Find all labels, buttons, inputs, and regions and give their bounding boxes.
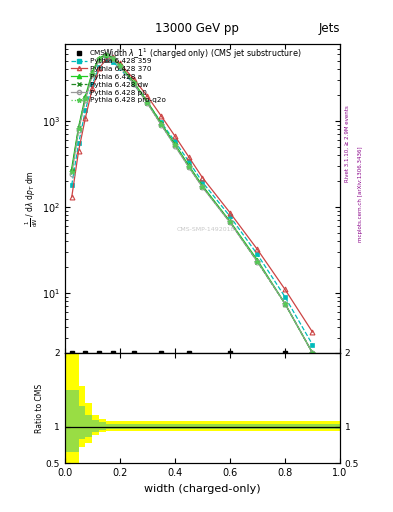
Y-axis label: Ratio to CMS: Ratio to CMS xyxy=(35,383,44,433)
Text: Rivet 3.1.10, ≥ 2.9M events: Rivet 3.1.10, ≥ 2.9M events xyxy=(345,105,350,182)
X-axis label: width (charged-only): width (charged-only) xyxy=(144,484,261,494)
Text: mcplots.cern.ch [arXiv:1306.3436]: mcplots.cern.ch [arXiv:1306.3436] xyxy=(358,147,363,242)
Text: 13000 GeV pp: 13000 GeV pp xyxy=(154,22,239,34)
Text: Width $\lambda$_1$^1$ (charged only) (CMS jet substructure): Width $\lambda$_1$^1$ (charged only) (CM… xyxy=(103,47,301,61)
Text: Jets: Jets xyxy=(318,22,340,34)
Y-axis label: $\frac{1}{\mathrm{d}N}$ / $\mathrm{d}\lambda$ $\mathrm{d}p_T$ $\mathrm{d}$m: $\frac{1}{\mathrm{d}N}$ / $\mathrm{d}\la… xyxy=(24,170,40,227)
Legend: CMS, Pythia 6.428 359, Pythia 6.428 370, Pythia 6.428 a, Pythia 6.428 dw, Pythia: CMS, Pythia 6.428 359, Pythia 6.428 370,… xyxy=(71,50,166,103)
Text: CMS-SMP-14920187: CMS-SMP-14920187 xyxy=(177,227,239,231)
